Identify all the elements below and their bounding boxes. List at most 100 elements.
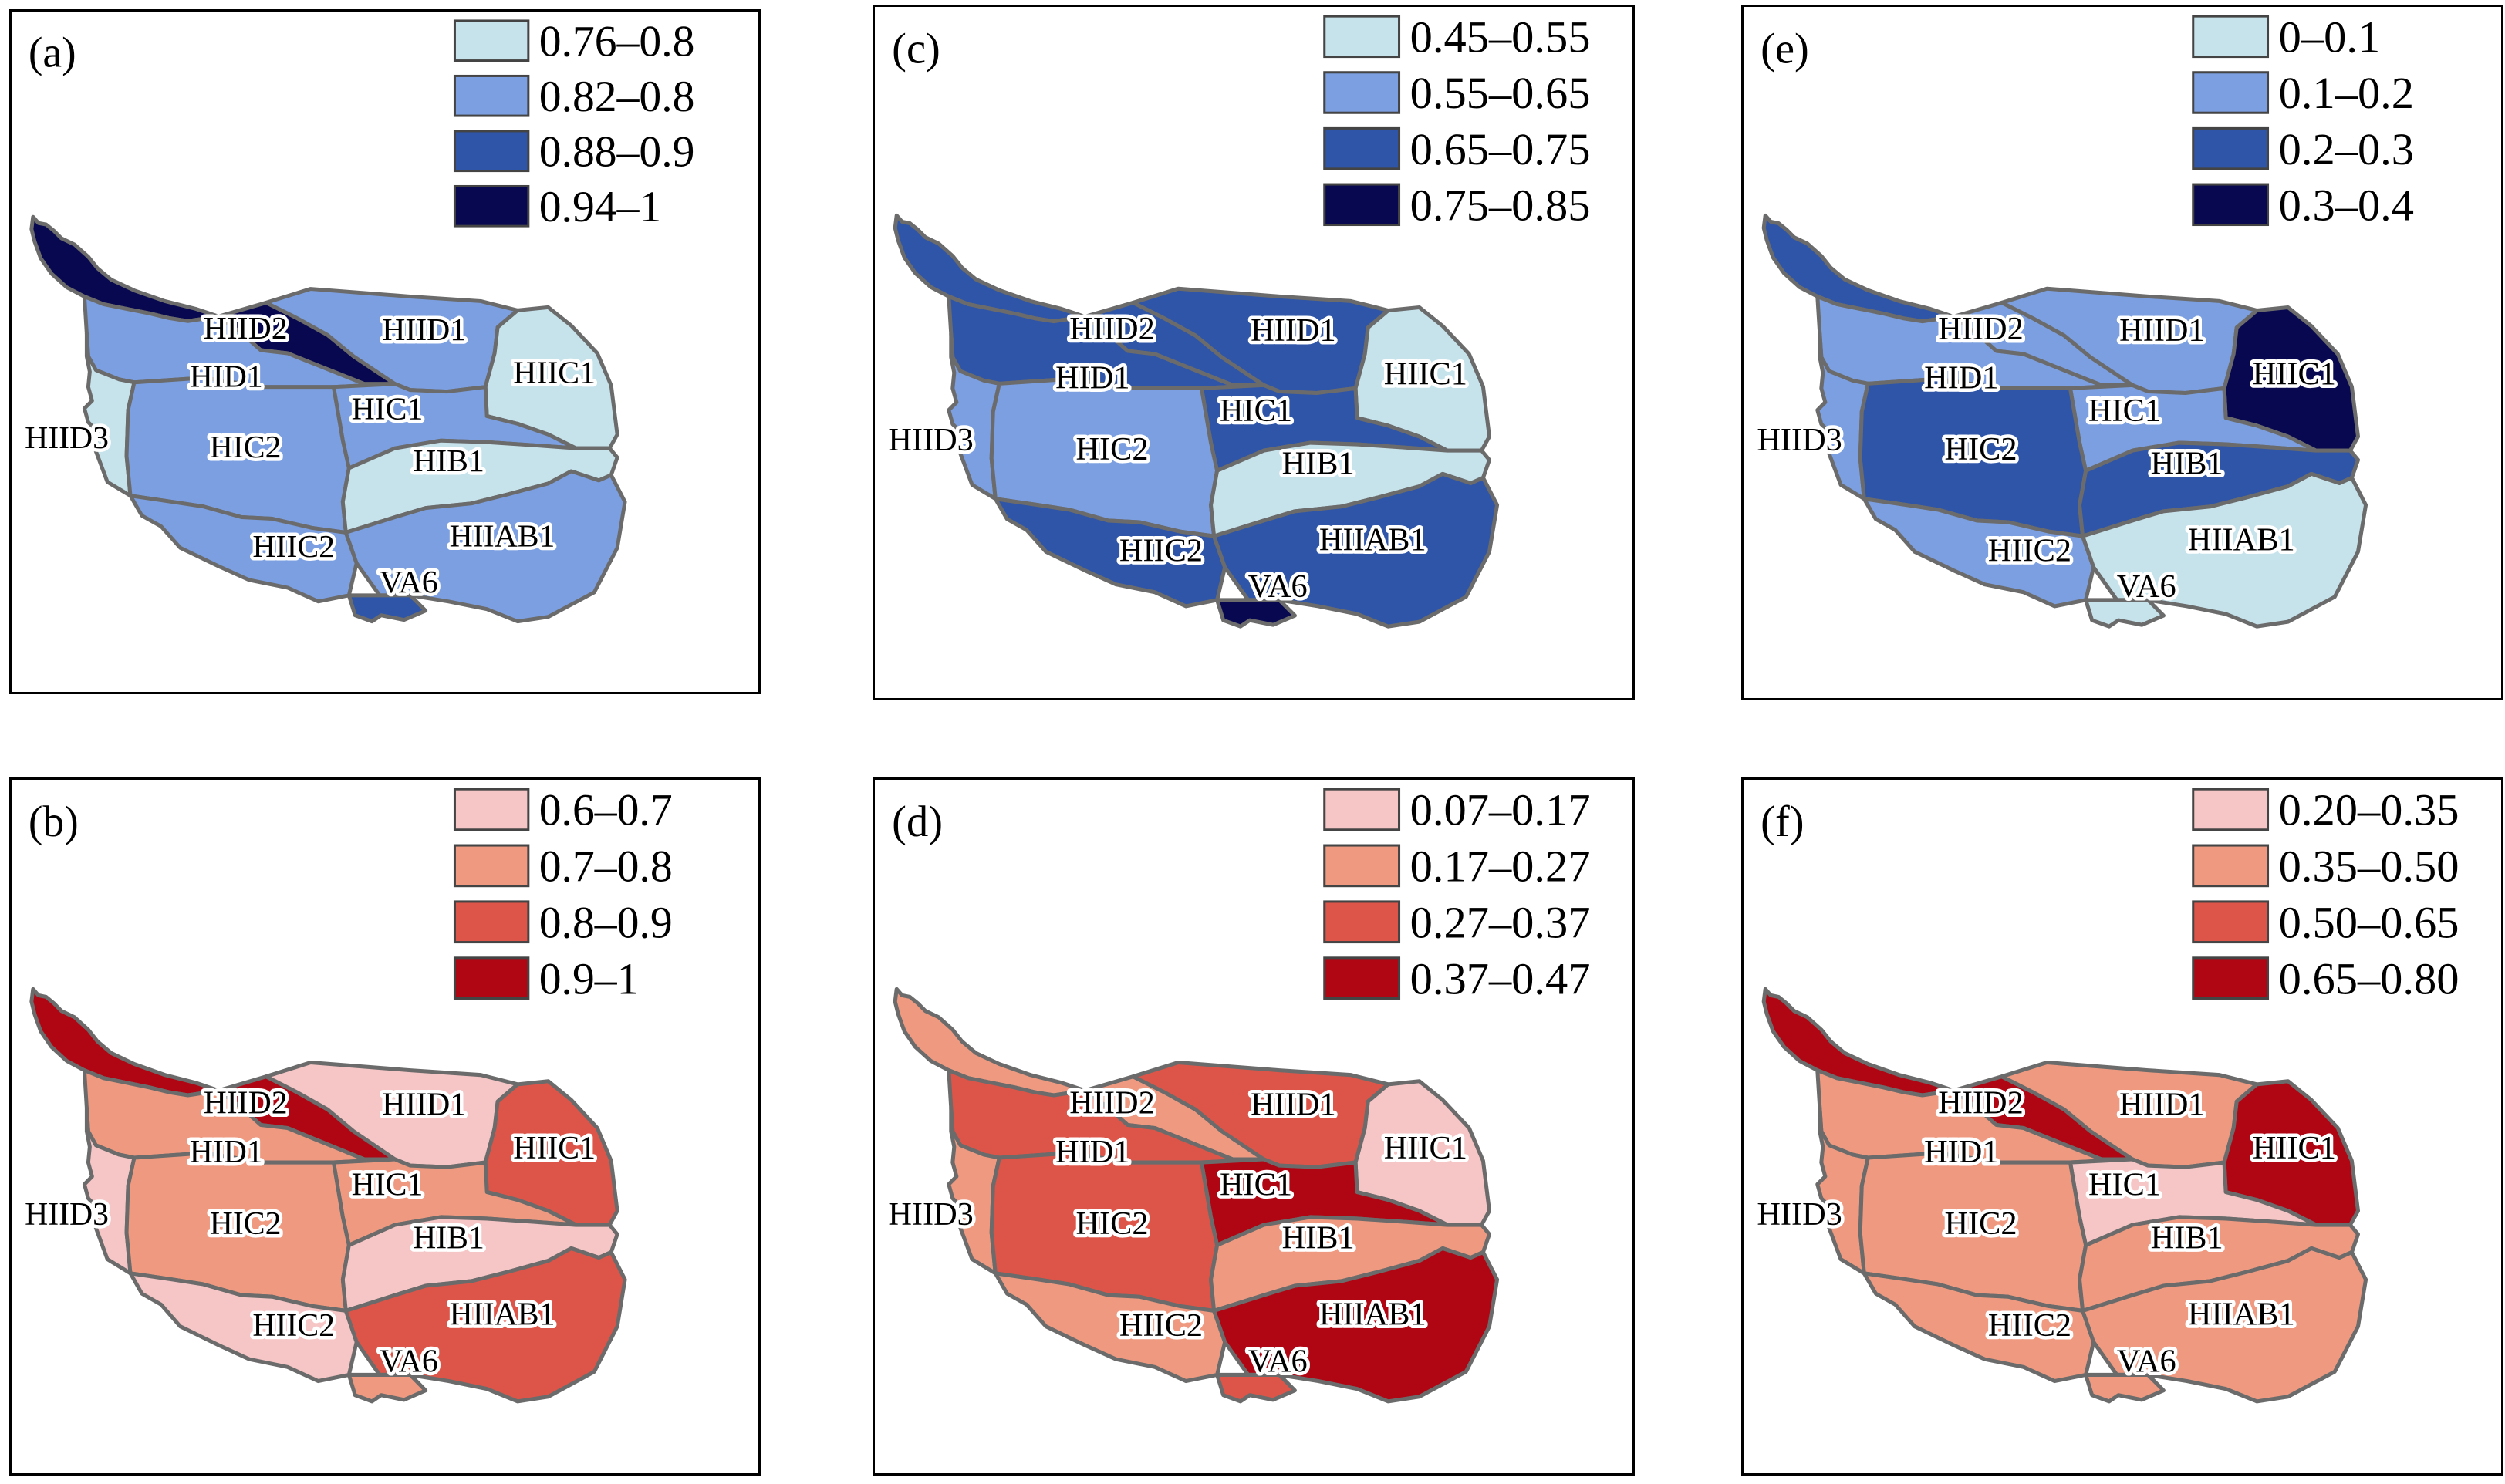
region-hiid3 bbox=[82, 331, 137, 498]
region-label-hiic1: HIIC1 bbox=[513, 1130, 596, 1166]
region-hiiab1 bbox=[1212, 1246, 1500, 1404]
legend: 0.20–0.35 0.35–0.500.50–0.65 0.65–0.80 bbox=[2192, 785, 2459, 1003]
legend-swatch bbox=[1323, 900, 1401, 944]
legend-swatch bbox=[2192, 956, 2270, 1000]
map-panel-b: HIID2 HIID1 HIIC1 HID1 HIC1 HIID3 HIC2 HIB1 HIIC… bbox=[9, 777, 761, 1476]
region-label-hiiab1: HIIAB1 bbox=[450, 1296, 555, 1332]
panel-letter: (f) bbox=[1761, 798, 1804, 846]
legend: 0.6–0.7 0.7–0.80.8–0.90.9–1 bbox=[453, 784, 673, 1004]
region-label-hiic1: HIIC1 bbox=[2253, 356, 2336, 392]
legend-label: 0.50–0.65 bbox=[2279, 897, 2459, 947]
region-label-hib1: HIB1 bbox=[413, 444, 484, 479]
legend-label: 0.75–0.85 bbox=[1410, 180, 1591, 230]
legend-swatch bbox=[453, 130, 530, 173]
region-hiiab1 bbox=[1212, 471, 1500, 629]
region-label-hiiab1: HIIAB1 bbox=[2188, 521, 2295, 558]
region-label-hid1: HID1 bbox=[190, 1134, 263, 1170]
region-label-hiid3: HIID3 bbox=[1757, 1196, 1842, 1233]
region-nw bbox=[1761, 213, 1956, 324]
map-e: HIID2 HIID1 HIIC1 HID1 HIC1 HIID3 HIC2 HIB1 HIIC… bbox=[1754, 213, 2368, 629]
legend-swatch bbox=[1323, 844, 1401, 888]
region-label-hib1: HIB1 bbox=[1282, 445, 1355, 481]
legend: 0.76–0.8 0.82–0.8 0.88–0.9 0.94–1 bbox=[453, 18, 695, 231]
legend-label: 0.27–0.37 bbox=[1410, 897, 1591, 947]
panel-letter: (b) bbox=[29, 798, 79, 846]
region-label-hid1: HID1 bbox=[1055, 1134, 1129, 1170]
region-label-hib1: HIB1 bbox=[413, 1219, 484, 1256]
legend-label: 0.45–0.55 bbox=[1410, 12, 1591, 62]
region-label-hiic1: HIIC1 bbox=[1384, 1130, 1467, 1166]
legend-swatch bbox=[1323, 71, 1401, 114]
region-va6 bbox=[2084, 1372, 2166, 1404]
legend-swatch bbox=[453, 184, 530, 228]
map-panel-d: HIID2 HIID1 HIIC1 HID1 HIC1 HIID3 HIC2 HIB1 HIIC… bbox=[873, 777, 1635, 1476]
legend-label: 0.9–1 bbox=[539, 953, 640, 1004]
panel-letter: (c) bbox=[892, 25, 940, 73]
region-label-hiid3: HIID3 bbox=[888, 1196, 974, 1233]
map-svg-b: HIID2 HIID1 HIIC1 HID1 HIC1 HIID3 HIC2 HIB1 HIIC… bbox=[22, 784, 673, 1404]
panel-letter: (e) bbox=[1761, 25, 1809, 73]
map-panel-c: HIID2 HIID1 HIIC1 HID1 HIC1 HIID3 HIC2 HIB1 HIIC… bbox=[873, 5, 1635, 700]
legend-label: 0.88–0.9 bbox=[539, 128, 695, 177]
legend-label: 0.65–0.80 bbox=[2279, 953, 2459, 1003]
legend-swatch bbox=[1323, 183, 1401, 227]
region-label-hic2: HIC2 bbox=[1075, 431, 1148, 467]
region-label-va6: VA6 bbox=[1248, 1343, 1308, 1379]
region-hiiab1 bbox=[2081, 471, 2368, 629]
legend-swatch bbox=[1323, 15, 1401, 59]
legend-label: 0.82–0.8 bbox=[539, 73, 695, 121]
region-label-hiid1: HIID1 bbox=[382, 312, 466, 348]
legend-swatch bbox=[453, 844, 530, 888]
map-svg-d: HIID2 HIID1 HIIC1 HID1 HIC1 HIID3 HIC2 HIB1 HIIC… bbox=[885, 785, 1591, 1404]
region-hiid3 bbox=[1815, 1105, 1870, 1276]
region-label-hiid1: HIID1 bbox=[1251, 312, 1336, 349]
legend-label: 0–0.1 bbox=[2279, 12, 2381, 62]
map-c: HIID2 HIID1 HIIC1 HID1 HIC1 HIID3 HIC2 HIB1 HIIC… bbox=[885, 213, 1500, 629]
region-label-hid1: HID1 bbox=[1924, 359, 1998, 396]
region-label-hiid1: HIID1 bbox=[382, 1086, 466, 1122]
region-hiiab1 bbox=[343, 469, 627, 624]
region-va6 bbox=[2084, 598, 2166, 629]
region-hiiab1 bbox=[2081, 1246, 2368, 1404]
legend-swatch bbox=[2192, 900, 2270, 944]
region-label-hic1: HIC1 bbox=[2088, 1167, 2161, 1203]
region-label-va6: VA6 bbox=[2117, 568, 2176, 605]
map-a: HIID2 HIID1 HIIC1 HID1 HIC1 HIID3 HIC2 HIB1 HIIC… bbox=[22, 214, 627, 624]
region-nw bbox=[1761, 987, 1956, 1098]
region-nw bbox=[893, 213, 1087, 324]
legend-swatch bbox=[1323, 788, 1401, 831]
legend-label: 0.8–0.9 bbox=[539, 897, 673, 948]
region-label-hiid2: HIID2 bbox=[1069, 1084, 1155, 1121]
legend-label: 0.7–0.8 bbox=[539, 841, 673, 892]
region-label-hiiab1: HIIAB1 bbox=[2188, 1297, 2295, 1333]
legend-swatch bbox=[453, 900, 530, 944]
region-label-hiid3: HIID3 bbox=[25, 420, 109, 456]
legend-label: 0.3–0.4 bbox=[2279, 180, 2414, 230]
legend-swatch bbox=[2192, 183, 2270, 227]
region-label-hiiab1: HIIAB1 bbox=[450, 518, 555, 554]
legend-swatch bbox=[2192, 15, 2270, 59]
legend-swatch bbox=[1323, 126, 1401, 170]
legend-label: 0.6–0.7 bbox=[539, 784, 673, 835]
region-label-hiic2: HIIC2 bbox=[1119, 532, 1203, 568]
legend-swatch bbox=[453, 788, 530, 831]
legend-label: 0.07–0.17 bbox=[1410, 785, 1591, 835]
region-label-hiid2: HIID2 bbox=[1938, 1084, 2024, 1121]
region-label-hic2: HIC2 bbox=[1944, 1206, 2017, 1242]
region-label-hid1: HID1 bbox=[190, 359, 263, 395]
map-d: HIID2 HIID1 HIIC1 HID1 HIC1 HIID3 HIC2 HIB1 HIIC… bbox=[885, 987, 1500, 1404]
region-label-hic1: HIC1 bbox=[2088, 393, 2161, 429]
region-label-hiiab1: HIIAB1 bbox=[1319, 521, 1426, 558]
map-panel-f: HIID2 HIID1 HIIC1 HID1 HIC1 HIID3 HIC2 HIB1 HIIC… bbox=[1741, 777, 2503, 1476]
map-svg-a: HIID2 HIID1 HIIC1 HID1 HIC1 HIID3 HIC2 HIB1 HIIC… bbox=[22, 18, 695, 624]
region-label-hid1: HID1 bbox=[1924, 1134, 1998, 1170]
region-hiid3 bbox=[947, 332, 1001, 501]
legend-label: 0.1–0.2 bbox=[2279, 68, 2414, 118]
region-label-va6: VA6 bbox=[380, 1343, 438, 1379]
legend-swatch bbox=[2192, 788, 2270, 831]
region-label-hiid2: HIID2 bbox=[1069, 311, 1155, 347]
legend: 0–0.1 0.1–0.2 0.2–0.3 0.3–0.4 bbox=[2192, 12, 2414, 230]
map-svg-f: HIID2 HIID1 HIIC1 HID1 HIC1 HIID3 HIC2 HIB1 HIIC… bbox=[1754, 785, 2459, 1404]
region-label-hiid2: HIID2 bbox=[204, 1084, 288, 1121]
region-nw bbox=[893, 987, 1087, 1098]
